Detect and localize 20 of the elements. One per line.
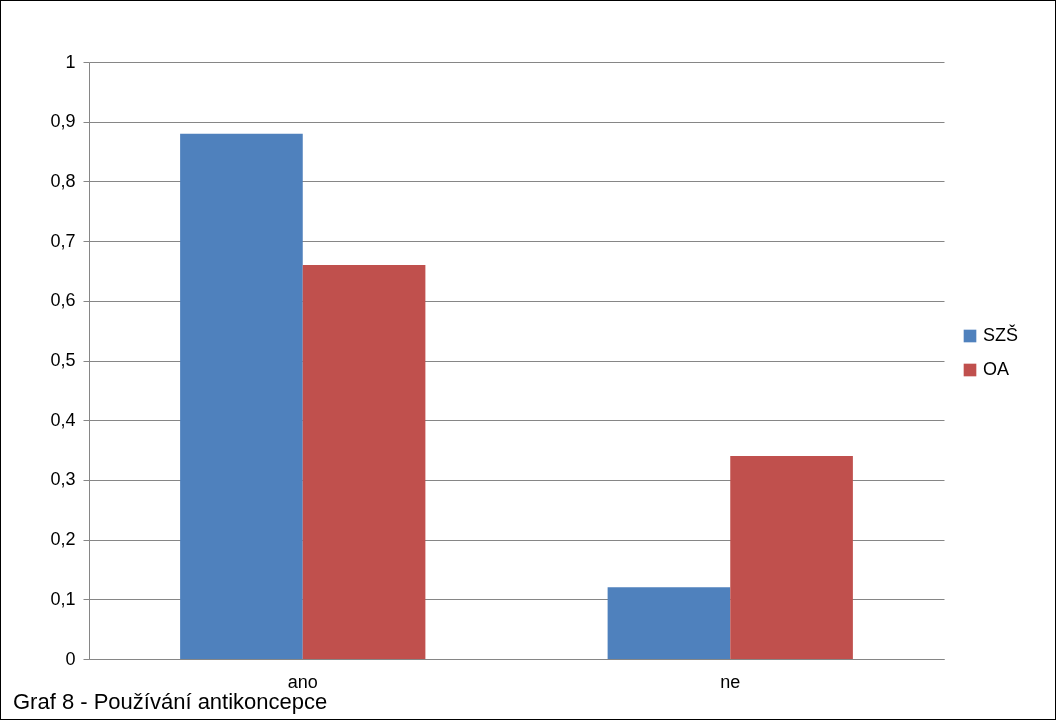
- y-tick-label: 0,5: [50, 350, 76, 370]
- text: Graf 8 - Používání antikoncepce: [13, 689, 328, 715]
- y-tick-label: 0,7: [50, 230, 76, 251]
- y-tick-label: 1: [65, 51, 76, 72]
- legend-label: OA: [983, 359, 1010, 379]
- bar: [607, 587, 731, 659]
- y-tick-label: 0,2: [50, 529, 76, 550]
- y-tick-label: 0,6: [50, 290, 76, 311]
- y-tick-label: 0,4: [50, 409, 76, 430]
- y-tick-label: 0,8: [50, 170, 76, 191]
- legend-label: SZŠ: [983, 324, 1019, 345]
- y-tick-label: 0,9: [50, 111, 76, 132]
- x-tick-label: ano: [287, 671, 318, 692]
- y-tick-label: 0,3: [50, 469, 76, 490]
- bar: [730, 456, 853, 659]
- x-tick-label: ne: [720, 671, 741, 692]
- bar: [302, 264, 426, 659]
- y-tick-label: 0: [65, 648, 76, 669]
- y-tick-label: 0,1: [50, 588, 76, 609]
- bar: [180, 133, 303, 659]
